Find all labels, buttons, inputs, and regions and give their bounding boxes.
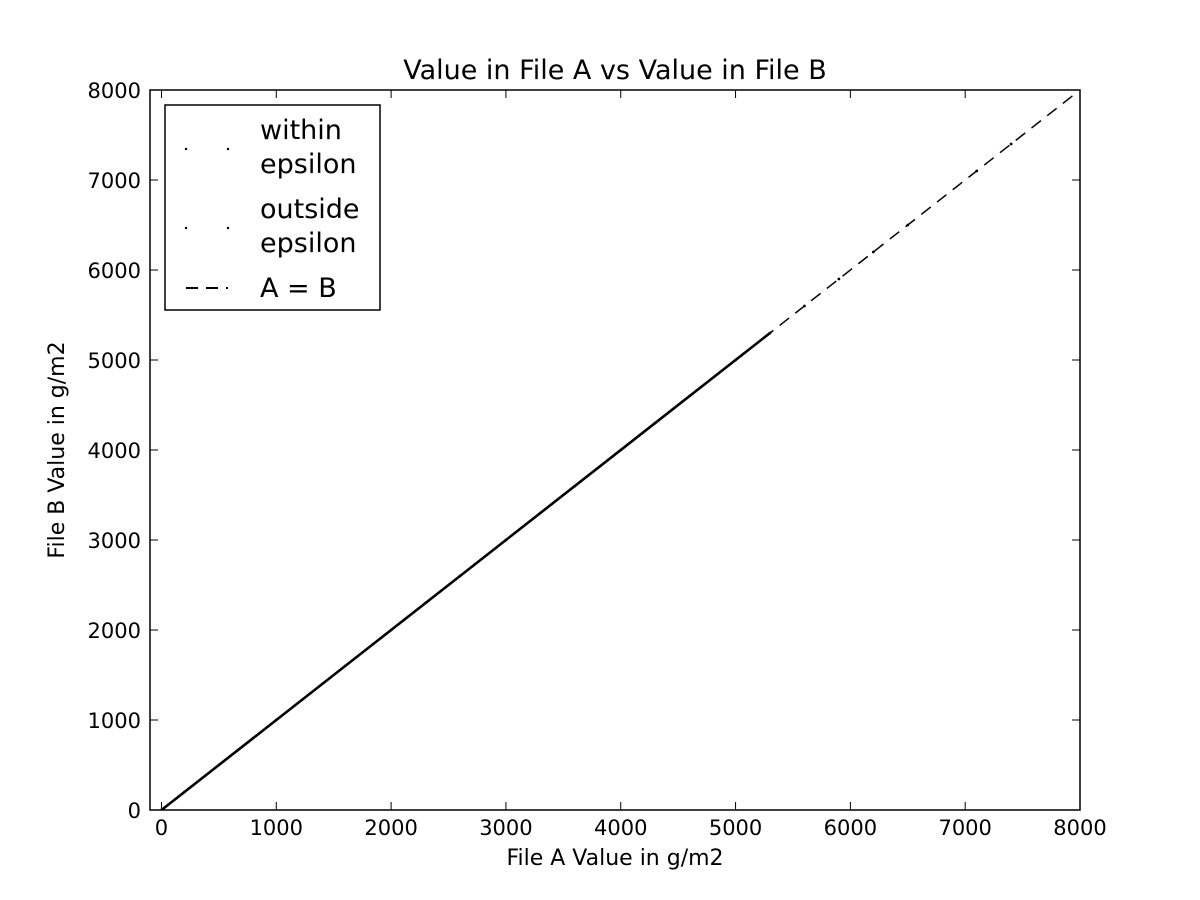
within-epsilon-point xyxy=(619,448,623,452)
x-tick-label: 2000 xyxy=(364,816,417,840)
plot-frame xyxy=(149,89,1081,811)
x-tick-label: 7000 xyxy=(938,816,991,840)
y-tick-label: 1000 xyxy=(88,709,141,733)
within-epsilon-point xyxy=(183,790,186,794)
x-tick-label: 4000 xyxy=(594,816,647,840)
within-epsilon-point xyxy=(573,484,577,488)
x-tick-label: 6000 xyxy=(824,816,877,840)
y-tick-label: 2000 xyxy=(88,619,141,643)
legend-within-marker-right xyxy=(226,147,230,151)
y-tick-label: 5000 xyxy=(88,349,141,373)
legend-outside-marker-right xyxy=(226,226,230,230)
within-epsilon-point xyxy=(837,277,841,281)
within-epsilon-point xyxy=(768,331,772,335)
within-epsilon-point xyxy=(803,304,806,308)
y-axis-title: File B Value in g/m2 xyxy=(45,341,70,558)
within-epsilon-point xyxy=(274,718,278,722)
y-tick-label: 0 xyxy=(128,799,141,823)
x-tick-label: 1000 xyxy=(250,816,303,840)
within-epsilon-point xyxy=(538,511,542,515)
within-epsilon-point xyxy=(424,601,427,605)
y-tick-label: 4000 xyxy=(88,439,141,463)
within-epsilon-point xyxy=(217,763,221,767)
within-epsilon-point xyxy=(871,250,875,254)
chart-title: Value in File A vs Value in File B xyxy=(403,55,827,86)
x-tick-label: 0 xyxy=(155,816,168,840)
legend-outside-line1: outside xyxy=(260,194,360,225)
within-epsilon-point xyxy=(343,664,347,668)
x-tick-label: 3000 xyxy=(479,816,532,840)
x-axis-title: File A Value in g/m2 xyxy=(506,846,723,871)
within-epsilon-point xyxy=(458,574,462,578)
legend-box xyxy=(164,104,381,311)
x-tick-label: 8000 xyxy=(1053,816,1106,840)
within-epsilon-point xyxy=(906,223,910,227)
within-epsilon-point xyxy=(734,358,737,362)
y-tick-label: 8000 xyxy=(88,79,141,103)
legend-within-line2: epsilon xyxy=(260,149,356,180)
y-tick-label: 7000 xyxy=(88,169,141,193)
legend: within epsilon outside epsilon A = B xyxy=(164,104,381,311)
x-tick-label: 5000 xyxy=(709,816,762,840)
legend-outside-marker-left xyxy=(184,226,188,230)
legend-within-marker-left xyxy=(184,147,188,151)
within-epsilon-point xyxy=(688,394,692,398)
legend-ab-label: A = B xyxy=(260,273,337,304)
within-epsilon-point xyxy=(251,736,255,740)
within-epsilon-point xyxy=(389,628,393,632)
within-epsilon-point xyxy=(975,169,979,173)
within-epsilon-band xyxy=(160,331,771,810)
y-tick-label: 3000 xyxy=(88,529,141,553)
within-epsilon-point xyxy=(504,538,508,542)
within-epsilon-point xyxy=(1009,142,1013,146)
y-tick-label: 6000 xyxy=(88,259,141,283)
within-epsilon-point xyxy=(309,691,313,695)
within-epsilon-point xyxy=(653,421,657,425)
legend-outside-line2: epsilon xyxy=(260,228,356,259)
legend-within-line1: within xyxy=(260,115,342,146)
